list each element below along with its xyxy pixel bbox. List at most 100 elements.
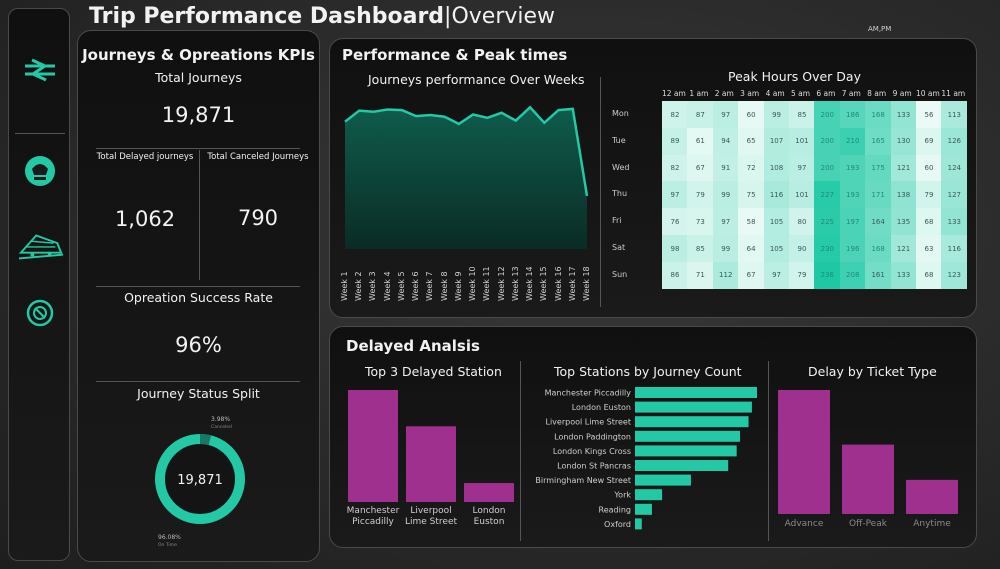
station-count-bar (635, 387, 757, 398)
donut-cancel-pct: 3.98% (211, 416, 230, 423)
heatmap-column-label: 5 am (790, 89, 811, 98)
rail-logo-icon[interactable] (23, 53, 57, 87)
week-tick-label: Week 7 (425, 271, 435, 301)
heatmap-row-label: Mon (612, 109, 629, 118)
station-count-bar (635, 460, 729, 471)
week-tick-label: Week 14 (525, 266, 535, 301)
heatmap-column-label: 3 am (740, 89, 760, 98)
station-name-label: York (613, 491, 631, 500)
week-tick-label: Week 9 (453, 271, 463, 301)
heatmap-cell: 123 (941, 261, 968, 290)
heatmap-cell: 71 (687, 261, 714, 290)
heatmap-cell: 60 (738, 101, 765, 129)
ticket-type-label: Advance (785, 519, 824, 529)
heatmap-cell: 65 (738, 127, 765, 156)
success-rate-label: Opreation Success Rate (124, 290, 273, 305)
delayed-station-bar (464, 483, 514, 502)
heatmap-cell: 94 (712, 127, 739, 156)
total-journeys-value: 19,871 (161, 103, 236, 127)
station-name-label: Liverpool Lime Street (545, 418, 631, 427)
station-badge-icon[interactable] (23, 154, 57, 188)
heatmap-cell: 101 (789, 127, 815, 156)
heatmap-title: Peak Hours Over Day (728, 69, 861, 84)
heatmap-cell: 200 (814, 127, 841, 156)
heatmap-cell: 99 (712, 181, 739, 209)
heatmap-cell: 196 (839, 235, 866, 263)
donut-canceled-segment (155, 434, 245, 524)
heatmap-cell: 69 (916, 127, 942, 156)
heatmap-cell: 80 (789, 208, 815, 236)
heatmap-cell: 85 (789, 101, 815, 129)
weekly-area-chart (344, 105, 589, 249)
station-count-bar (635, 474, 691, 486)
delay-divider (520, 361, 521, 541)
sidebar-divider (15, 133, 65, 134)
ticket-type-label: Off-Peak (849, 519, 888, 529)
heatmap-cell: 97 (789, 154, 815, 182)
heatmap-cell: 197 (839, 208, 866, 236)
heatmap-cell: 171 (865, 181, 892, 209)
heatmap-cell: 99 (712, 235, 739, 263)
heatmap-column-label: 8 am (867, 89, 887, 98)
station-count-bar (635, 503, 652, 515)
week-tick-label: Week 5 (396, 271, 406, 301)
heatmap-cell: 85 (687, 235, 714, 263)
heatmap-cell: 133 (890, 101, 917, 129)
heatmap-cell: 86 (662, 261, 688, 290)
ticket-type-bar (842, 444, 894, 514)
heatmap-cell: 200 (814, 101, 841, 129)
week-tick-label: Week 13 (510, 266, 520, 301)
week-tick-label: Week 2 (354, 271, 364, 301)
heatmap-cell: 90 (789, 235, 815, 263)
heatmap-cell: 236 (814, 261, 841, 290)
heatmap-column-label: 7 am (841, 89, 861, 98)
ticket-type-bar (778, 390, 830, 514)
week-tick-label: Week 6 (411, 271, 421, 301)
stations-chart-title: Top Stations by Journey Count (554, 364, 742, 379)
heatmap-cell: 58 (738, 208, 765, 236)
area-fill (345, 107, 587, 249)
heatmap-row-label: Fri (612, 216, 622, 226)
delayed-station-bar (406, 426, 456, 502)
heatmap-cell: 113 (941, 101, 968, 129)
week-tick-label: Week 10 (468, 266, 478, 301)
canceled-journeys-value: 790 (237, 206, 279, 230)
week-tick-label: Week 8 (439, 271, 449, 301)
heatmap-cell: 186 (839, 101, 866, 129)
train-icon[interactable] (17, 229, 65, 263)
ticket-icon[interactable] (23, 296, 57, 330)
heatmap-cell: 116 (763, 181, 790, 209)
delayed-station-label: Piccadilly (352, 517, 394, 527)
top3-chart-title: Top 3 Delayed Station (365, 364, 502, 379)
week-tick-label: Week 11 (482, 266, 492, 301)
heatmap-column-label: 1 am (689, 89, 709, 98)
week-tick-label: Week 17 (567, 266, 577, 301)
heatmap-cell: 116 (941, 235, 968, 263)
week-tick-label: Week 15 (539, 266, 549, 301)
heatmap-cell: 126 (941, 127, 968, 156)
delayed-station-label: Lime Street (405, 517, 457, 527)
ticket-delay-chart: Advance Off-Peak Anytime (778, 390, 958, 529)
donut-center-value: 19,871 (177, 473, 223, 488)
heatmap-column-label: 9 am (892, 89, 912, 98)
delay-heading: Delayed Analsis (346, 337, 480, 355)
heatmap-cell: 168 (865, 101, 892, 129)
kpi-panel: Journeys & Opreations KPIs Total Journey… (77, 30, 320, 562)
heatmap-cell: 175 (865, 154, 892, 182)
heatmap-cell: 130 (890, 127, 917, 156)
station-name-label: Oxford (604, 520, 631, 529)
heatmap-cell: 161 (865, 261, 892, 290)
total-journeys-label: Total Journeys (155, 70, 242, 85)
heatmap-row-label: Thu (612, 189, 628, 199)
heatmap-column-label: 4 am (765, 89, 785, 98)
perf-divider (600, 77, 601, 307)
week-tick-label: Week 4 (382, 271, 392, 301)
heatmap-cell: 76 (662, 208, 688, 236)
heatmap-cell: 230 (814, 235, 841, 263)
donut-hole (166, 445, 234, 513)
heatmap-cell: 79 (789, 261, 815, 290)
week-tick-label: Week 12 (496, 266, 506, 301)
heatmap-column-label: 10 am (916, 89, 940, 98)
heatmap-row-label: Sun (612, 269, 628, 279)
heatmap-cell: 121 (890, 154, 917, 182)
